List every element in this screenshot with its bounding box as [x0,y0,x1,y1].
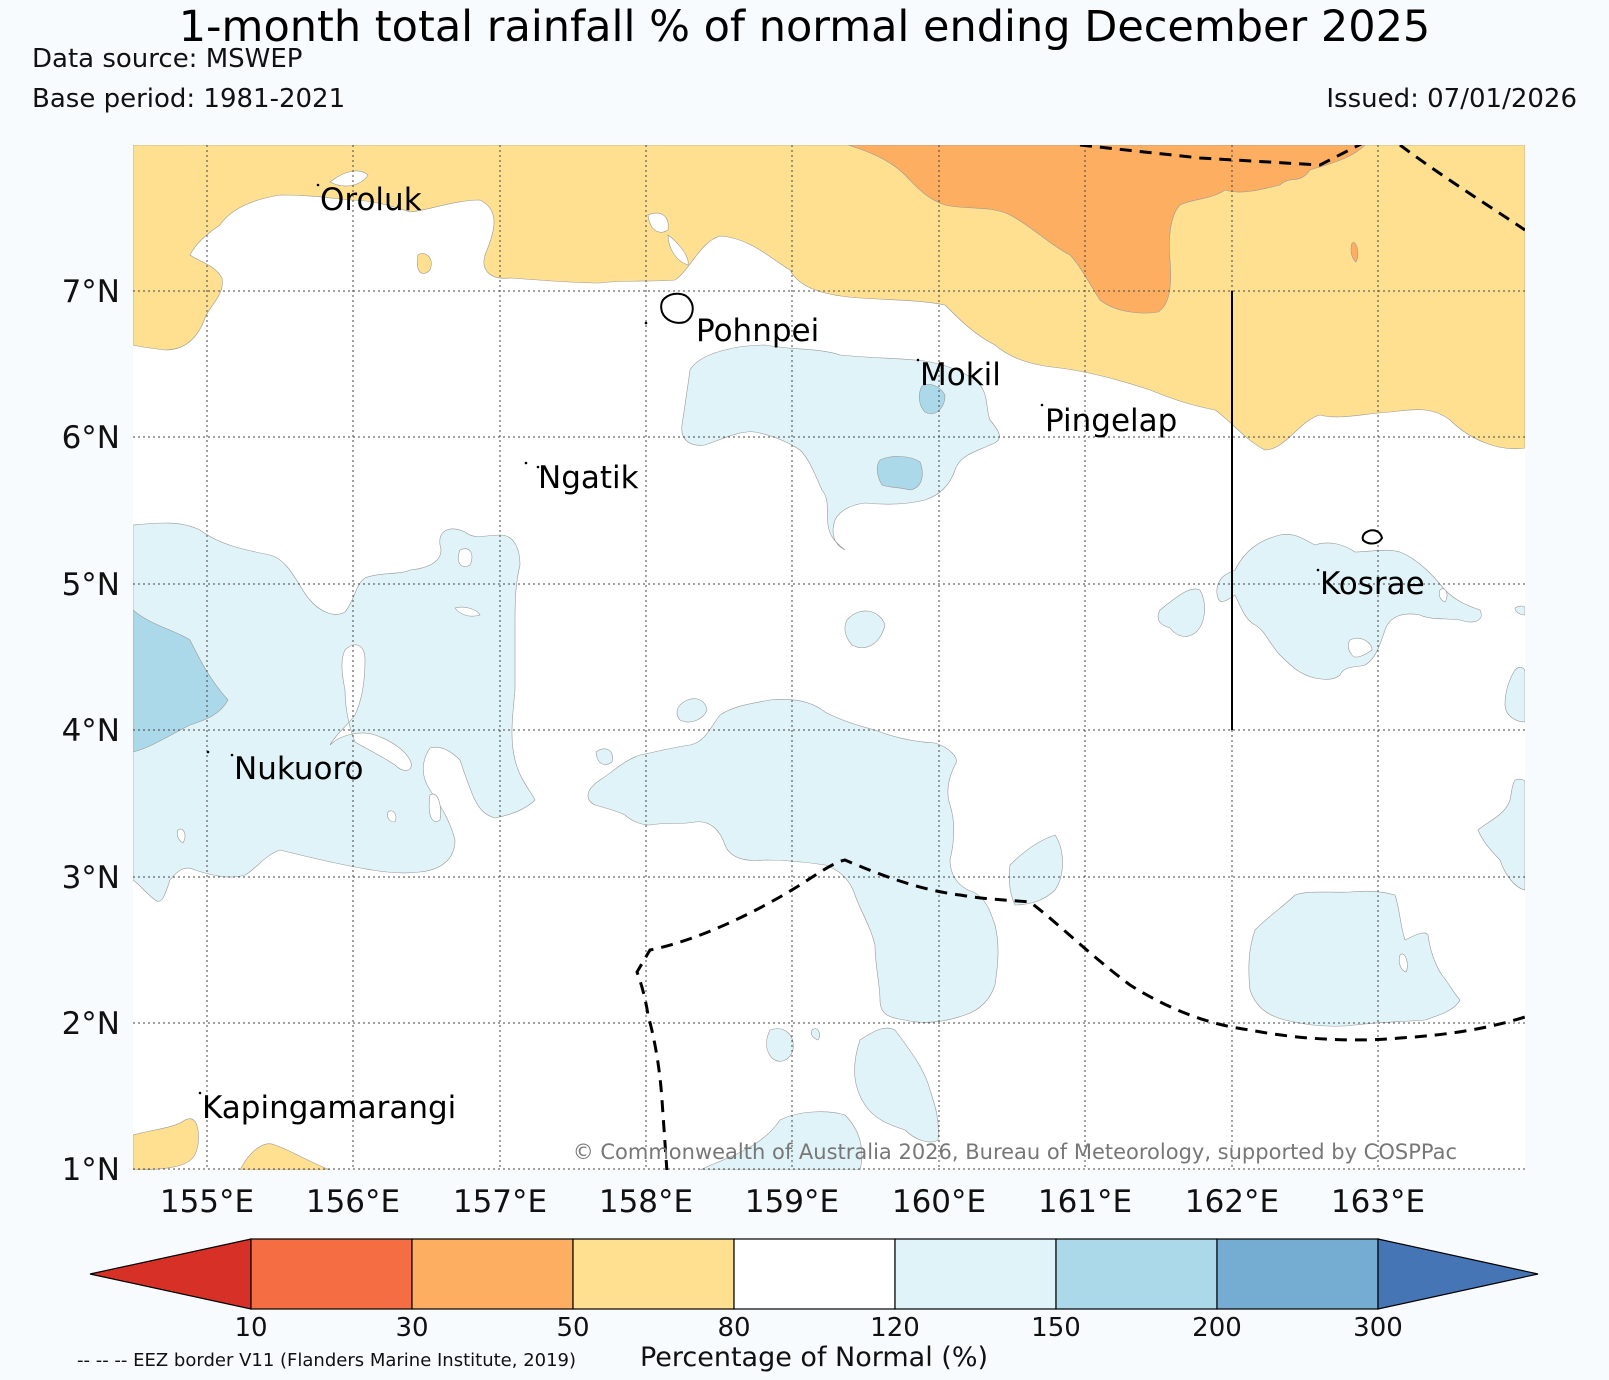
lat-label: 6°N [62,420,120,456]
eez-border [635,145,1525,1170]
lat-label: 7°N [62,274,120,310]
colorbar-tick: 50 [556,1313,589,1343]
data-source-text: Data source: MSWEP [32,44,303,74]
longitude-labels: 155°E 156°E 157°E 158°E 159°E 160°E 161°… [160,1184,1425,1220]
place-label-oroluk: Oroluk [320,182,422,218]
lat-label: 4°N [62,713,120,749]
colorbar-30-50 [411,1238,574,1310]
colorbar-tick: 150 [1031,1313,1081,1343]
lon-label: 162°E [1185,1184,1279,1220]
eez-legend-note: -- -- -- EEZ border V11 (Flanders Marine… [77,1350,576,1371]
lon-label: 155°E [160,1184,254,1220]
pohnpei-island [660,292,694,324]
colorbar-above-300 [1377,1238,1539,1310]
colorbar-tick: 200 [1192,1313,1242,1343]
issued-date-text: Issued: 07/01/2026 [1326,84,1577,114]
colorbar [89,1238,1539,1310]
latitude-labels: 7°N 6°N 5°N 4°N 3°N 2°N 1°N [62,274,120,1188]
rainfall-contours [133,145,1525,1170]
map-title: 1-month total rainfall % of normal endin… [178,2,1431,52]
place-label-kosrae: Kosrae [1320,566,1425,602]
copyright-text: © Commonwealth of Australia 2026, Bureau… [573,1140,1457,1164]
lon-label: 160°E [892,1184,986,1220]
place-label-pingelap: Pingelap [1045,403,1177,439]
contour-30-50 [847,145,1366,314]
lat-label: 2°N [62,1006,120,1042]
lon-label: 156°E [306,1184,400,1220]
colorbar-tick: 300 [1353,1313,1403,1343]
colorbar-below-10 [89,1238,252,1310]
lon-label: 161°E [1038,1184,1132,1220]
island-markers [198,183,1320,1095]
contour-50-80 [133,145,1525,451]
colorbar-tick: 30 [395,1313,428,1343]
place-label-kapingamarangi: Kapingamarangi [202,1090,456,1126]
colorbar-tick: 10 [234,1313,267,1343]
colorbar-50-80 [572,1238,735,1310]
place-labels: Oroluk Pohnpei Mokil Pingelap Ngatik Kos… [202,182,1425,1126]
base-period-text: Base period: 1981-2021 [32,84,346,114]
colorbar-ticks: 10 30 50 80 120 150 200 300 [234,1313,1402,1343]
colorbar-10-30 [250,1238,413,1310]
lat-label: 1°N [62,1152,120,1188]
lat-label: 5°N [62,567,120,603]
place-label-pohnpei: Pohnpei [696,313,819,349]
place-label-mokil: Mokil [920,357,1001,393]
lon-label: 157°E [453,1184,547,1220]
lon-label: 159°E [745,1184,839,1220]
colorbar-tick: 80 [717,1313,750,1343]
lat-label: 3°N [62,860,120,896]
place-label-nukuoro: Nukuoro [234,751,363,787]
colorbar-200-300 [1216,1238,1379,1310]
kosrae-island [1361,529,1384,545]
colorbar-120-150 [894,1238,1057,1310]
colorbar-title: Percentage of Normal (%) [640,1342,988,1373]
colorbar-tick: 120 [870,1313,920,1343]
lon-label: 158°E [599,1184,693,1220]
lon-label: 163°E [1331,1184,1425,1220]
colorbar-150-200 [1055,1238,1218,1310]
place-label-ngatik: Ngatik [538,460,639,496]
colorbar-80-120 [733,1238,896,1310]
